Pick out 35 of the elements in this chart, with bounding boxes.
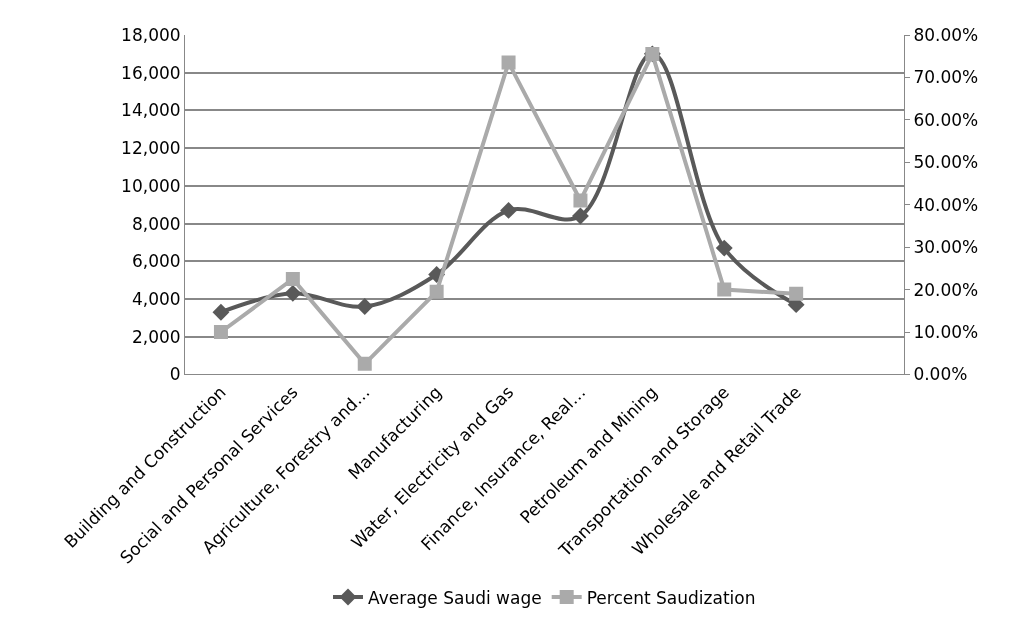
point [429, 284, 444, 299]
y2-tick-label: 80.00% [913, 24, 979, 45]
y-tick-label: 12,000 [121, 138, 181, 159]
y-tick-label: 2,000 [131, 326, 181, 347]
point [213, 325, 228, 340]
point [212, 303, 230, 321]
y-tick-label: 6,000 [131, 251, 181, 272]
point [717, 282, 732, 297]
y-tick-label: 8,000 [131, 213, 181, 234]
y-tick-label: 18,000 [121, 24, 181, 45]
point [789, 286, 804, 301]
y-tick-label: 10,000 [121, 175, 181, 196]
y-tick-label: 14,000 [121, 100, 181, 121]
point [357, 356, 372, 371]
y-tick-label: 4,000 [131, 288, 181, 309]
y2-tick-label: 70.00% [913, 67, 979, 88]
point [573, 193, 588, 208]
y-tick-label: 16,000 [121, 62, 181, 83]
y2-tick-label: 20.00% [913, 279, 979, 300]
legend-label: Percent Saudization [586, 587, 756, 608]
point [715, 239, 733, 257]
point [500, 201, 517, 219]
y2-tick-label: 0.00% [913, 364, 968, 385]
y2-tick-label: 40.00% [913, 194, 979, 215]
point [284, 284, 302, 302]
y2-tick-label: 10.00% [913, 321, 979, 342]
point [501, 55, 516, 70]
point [572, 207, 589, 225]
y2-tick-label: 30.00% [913, 237, 979, 258]
point [285, 271, 300, 286]
y2-tick-label: 60.00% [913, 109, 979, 130]
y2-tick-label: 50.00% [913, 152, 979, 173]
point [356, 298, 374, 315]
y-tick-label: 0 [169, 364, 181, 385]
legend-label: Average Saudi wage [368, 587, 542, 608]
